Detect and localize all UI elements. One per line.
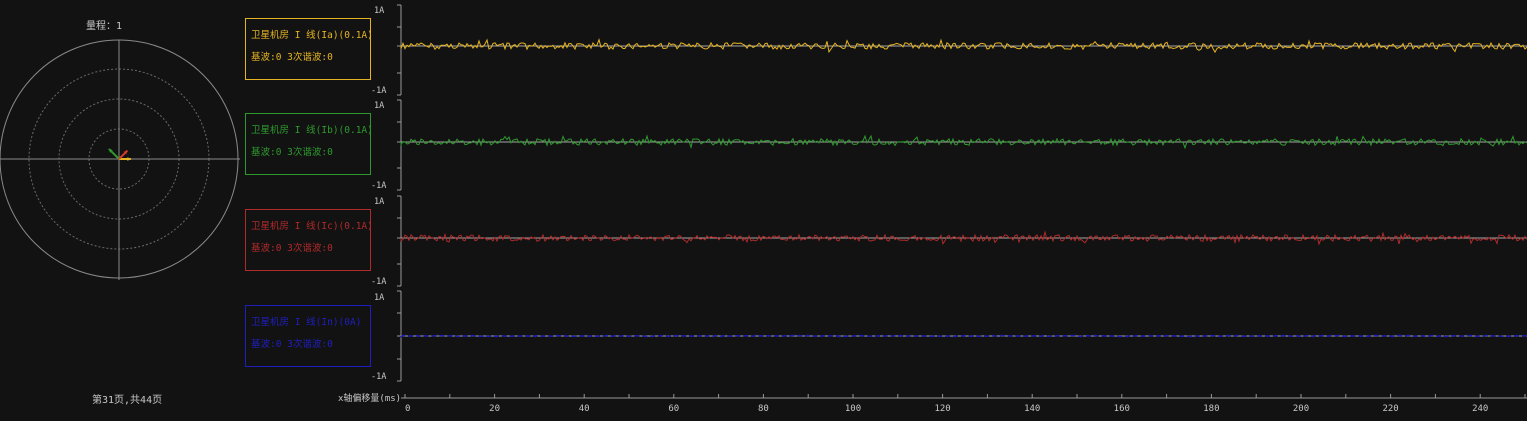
y-max-label-in: 1A xyxy=(374,293,385,303)
channel-box-ib[interactable]: 卫星机房 I 线(Ib)(0.1A) 基波:0 3次谐波:0 xyxy=(245,113,373,175)
scope-waveforms xyxy=(400,38,1527,338)
x-tick-label: 40 xyxy=(579,404,590,414)
waveform-ic xyxy=(400,230,1527,246)
x-tick-label: 120 xyxy=(934,404,950,414)
channel-harmonics-ia: 基波:0 3次谐波:0 xyxy=(251,52,333,63)
x-tick-label: 60 xyxy=(668,404,679,414)
channel-label-ib: 卫星机房 I 线(Ib)(0.1A) xyxy=(251,125,373,136)
channel-harmonics-ic: 基波:0 3次谐波:0 xyxy=(251,243,333,254)
x-axis-label: x轴偏移量(ms) xyxy=(338,394,402,404)
channel-box-ia[interactable]: 卫星机房 I 线(Ia)(0.1A) 基波:0 3次谐波:0 xyxy=(245,18,373,80)
channel-harmonics-in: 基波:0 3次谐波:0 xyxy=(251,339,333,350)
phasor-arrowhead-ia xyxy=(127,157,131,161)
x-tick-label: 180 xyxy=(1203,404,1219,414)
y-min-label-in: -1A xyxy=(371,372,387,382)
x-tick-label: 80 xyxy=(758,404,769,414)
x-tick-label: 140 xyxy=(1024,404,1040,414)
y-max-label-ic: 1A xyxy=(374,197,385,207)
range-label: 量程：1 xyxy=(86,21,123,32)
y-max-label-ib: 1A xyxy=(374,101,385,111)
channel-box-in[interactable]: 卫星机房 I 线(In)(0A) 基波:0 3次谐波:0 xyxy=(245,305,371,367)
x-tick-label: 100 xyxy=(845,404,861,414)
x-tick-label: 0 xyxy=(405,404,410,414)
y-min-label-ia: -1A xyxy=(371,86,387,96)
x-tick-label: 20 xyxy=(489,404,500,414)
x-tick-label: 220 xyxy=(1382,404,1398,414)
y-min-label-ic: -1A xyxy=(371,277,387,287)
waveform-scope: 0 20 40 60 80 100 120 140 160 180 200 220 240 xyxy=(397,4,1527,414)
waveform-ib xyxy=(400,134,1527,150)
phasor-arrowhead-ic xyxy=(123,150,128,155)
channel-label-ic: 卫星机房 I 线(Ic)(0.1A) xyxy=(251,221,373,232)
x-tick-label: 160 xyxy=(1114,404,1130,414)
waveform-ia xyxy=(400,38,1527,54)
y-min-label-ib: -1A xyxy=(371,181,387,191)
phasor-arrowhead-ib xyxy=(108,148,113,153)
x-tick-label: 200 xyxy=(1293,404,1309,414)
channel-label-ia: 卫星机房 I 线(Ia)(0.1A) xyxy=(251,30,373,41)
x-axis-ticks: 0 20 40 60 80 100 120 140 160 180 200 220 240 xyxy=(401,394,1527,414)
channel-label-in: 卫星机房 I 线(In)(0A) xyxy=(251,317,362,328)
scope-axes xyxy=(397,4,1527,382)
x-tick-label: 240 xyxy=(1472,404,1488,414)
waveform-in xyxy=(400,334,1527,338)
page-indicator: 第31页,共44页 xyxy=(92,395,163,406)
phasor-vectors xyxy=(108,148,131,161)
channel-harmonics-ib: 基波:0 3次谐波:0 xyxy=(251,147,333,158)
y-max-label-ia: 1A xyxy=(374,6,385,16)
channel-box-ic[interactable]: 卫星机房 I 线(Ic)(0.1A) 基波:0 3次谐波:0 xyxy=(245,209,373,271)
phasor-diagram xyxy=(0,39,240,280)
